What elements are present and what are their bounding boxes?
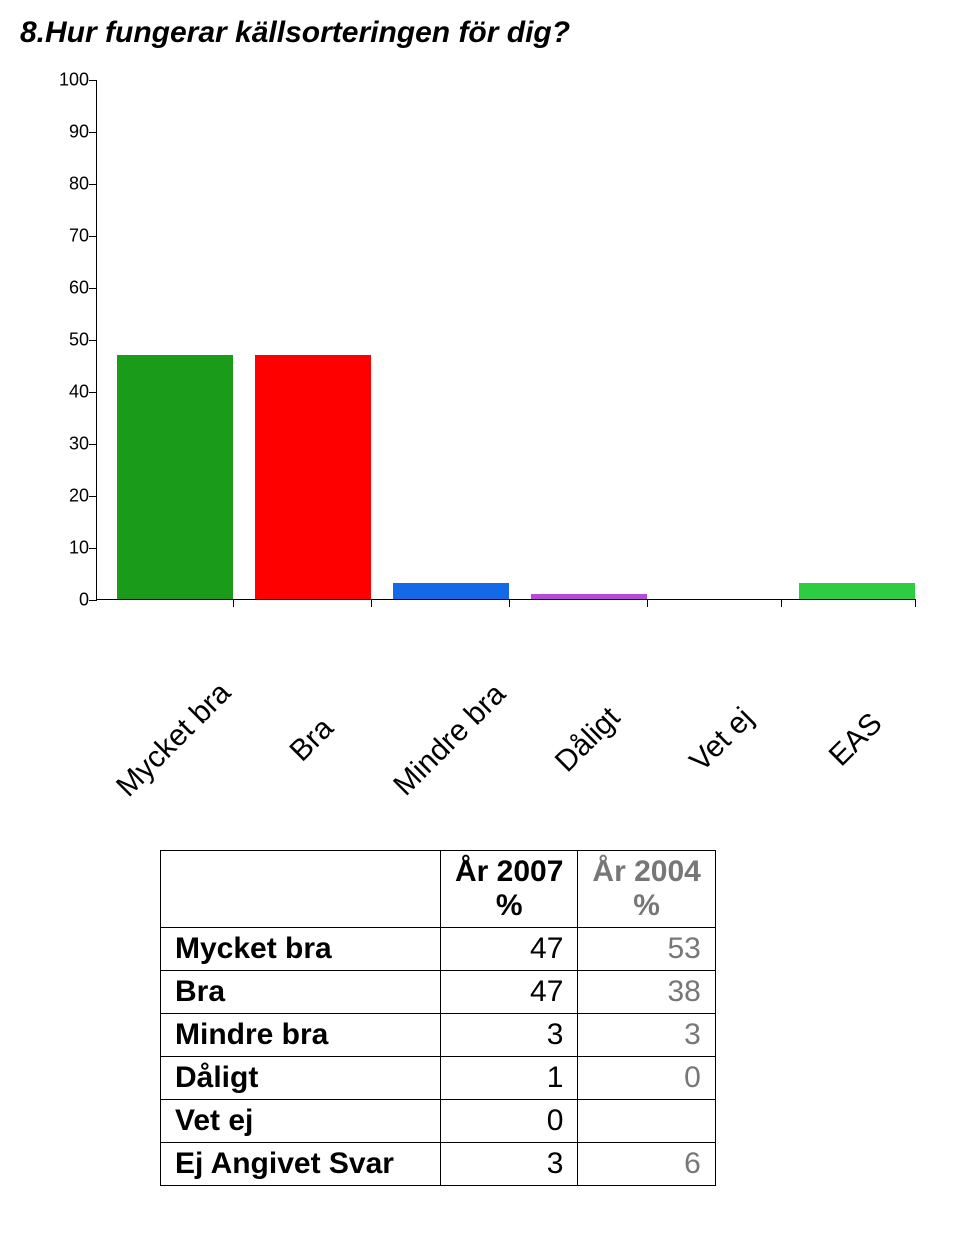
y-tick-mark	[89, 496, 97, 497]
y-tick-mark	[89, 288, 97, 289]
cell-year1: 47	[441, 928, 578, 971]
cell-year1: 3	[441, 1014, 578, 1057]
table-row: Mindre bra33	[161, 1014, 716, 1057]
x-tick-mark	[647, 599, 648, 607]
row-label: Mindre bra	[161, 1014, 441, 1057]
page: 8.Hur fungerar källsorteringen för dig? …	[0, 0, 960, 1226]
y-tick-mark	[89, 548, 97, 549]
x-tick-mark	[233, 599, 234, 607]
x-tick-mark	[509, 599, 510, 607]
table-row: Dåligt10	[161, 1057, 716, 1100]
y-tick-mark	[89, 392, 97, 393]
data-table-wrap: År 2007 % År 2004 % Mycket bra4753Bra473…	[160, 850, 940, 1186]
table-body: Mycket bra4753Bra4738Mindre bra33Dåligt1…	[161, 928, 716, 1186]
bar	[799, 583, 915, 599]
header-year2-text: År 2004	[592, 855, 700, 889]
y-tick-label: 40	[49, 382, 89, 403]
row-label: Ej Angivet Svar	[161, 1143, 441, 1186]
table-header-year1: År 2007 %	[441, 851, 578, 928]
y-tick-mark	[89, 184, 97, 185]
y-tick-label: 20	[49, 486, 89, 507]
cell-year2: 0	[578, 1057, 715, 1100]
category-label: Mindre bra	[387, 677, 512, 802]
x-tick-mark	[371, 599, 372, 607]
cell-year1: 0	[441, 1100, 578, 1143]
y-tick-label: 30	[49, 434, 89, 455]
bar	[531, 594, 647, 599]
table-row: Vet ej0	[161, 1100, 716, 1143]
data-table: År 2007 % År 2004 % Mycket bra4753Bra473…	[160, 850, 716, 1186]
table-header-year2: År 2004 %	[578, 851, 715, 928]
plot-area: 0102030405060708090100	[96, 80, 916, 600]
category-label: Mycket bra	[110, 676, 238, 804]
y-tick-mark	[89, 132, 97, 133]
cell-year2	[578, 1100, 715, 1143]
page-title: 8.Hur fungerar källsorteringen för dig?	[20, 16, 940, 50]
bar-chart: 0102030405060708090100	[40, 80, 940, 640]
header-year1-pct: %	[455, 889, 563, 923]
row-label: Vet ej	[161, 1100, 441, 1143]
y-tick-mark	[89, 600, 97, 601]
table-row: Bra4738	[161, 971, 716, 1014]
cell-year2: 38	[578, 971, 715, 1014]
table-row: Mycket bra4753	[161, 928, 716, 971]
y-tick-label: 10	[49, 538, 89, 559]
header-year1-text: År 2007	[455, 855, 563, 889]
y-tick-label: 80	[49, 174, 89, 195]
category-label: EAS	[823, 707, 889, 773]
bar	[255, 355, 371, 599]
y-tick-mark	[89, 236, 97, 237]
y-tick-mark	[89, 444, 97, 445]
header-year2-pct: %	[592, 889, 700, 923]
y-tick-label: 0	[49, 590, 89, 611]
x-tick-mark	[915, 599, 916, 607]
table-row: Ej Angivet Svar36	[161, 1143, 716, 1186]
category-label: Vet ej	[683, 701, 760, 778]
cell-year1: 1	[441, 1057, 578, 1100]
x-tick-mark	[781, 599, 782, 607]
y-tick-label: 60	[49, 278, 89, 299]
cell-year2: 3	[578, 1014, 715, 1057]
cell-year2: 6	[578, 1143, 715, 1186]
y-tick-mark	[89, 80, 97, 81]
y-tick-label: 90	[49, 122, 89, 143]
row-label: Dåligt	[161, 1057, 441, 1100]
row-label: Mycket bra	[161, 928, 441, 971]
bar	[117, 355, 233, 599]
table-header-blank	[161, 851, 441, 928]
y-tick-label: 70	[49, 226, 89, 247]
category-labels: Mycket bra Bra Mindre bra Dåligt Vet ej EAS	[40, 670, 940, 820]
cell-year1: 3	[441, 1143, 578, 1186]
category-label: Bra	[283, 711, 340, 768]
y-tick-label: 100	[49, 70, 89, 91]
cell-year2: 53	[578, 928, 715, 971]
row-label: Bra	[161, 971, 441, 1014]
bar	[393, 583, 509, 599]
cell-year1: 47	[441, 971, 578, 1014]
y-tick-mark	[89, 340, 97, 341]
category-label: Dåligt	[549, 701, 627, 779]
table-header-row: År 2007 % År 2004 %	[161, 851, 716, 928]
y-tick-label: 50	[49, 330, 89, 351]
